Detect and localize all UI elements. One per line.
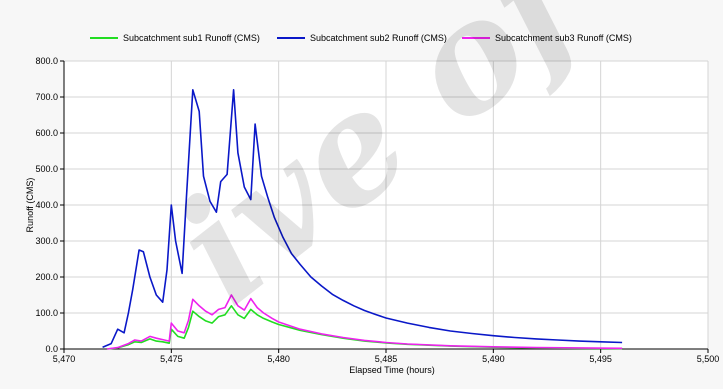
- x-tick-label: 5,480: [267, 354, 290, 364]
- y-tick-label: 700.0: [35, 92, 58, 102]
- x-axis-title: Elapsed Time (hours): [349, 365, 435, 375]
- x-tick-label: 5,470: [53, 354, 76, 364]
- y-tick-label: 100.0: [35, 308, 58, 318]
- x-tick-label: 5,490: [482, 354, 505, 364]
- x-tick-label: 5,500: [697, 354, 720, 364]
- y-tick-label: 600.0: [35, 128, 58, 138]
- legend-label-1: Subcatchment sub1 Runoff (CMS): [123, 33, 260, 43]
- x-tick-label: 5,495: [589, 354, 612, 364]
- x-tick-label: 5,475: [160, 354, 183, 364]
- y-tick-label: 800.0: [35, 56, 58, 66]
- y-tick-label: 400.0: [35, 200, 58, 210]
- x-tick-label: 5,485: [375, 354, 398, 364]
- y-tick-label: 200.0: [35, 272, 58, 282]
- y-tick-label: 500.0: [35, 164, 58, 174]
- y-tick-label: 300.0: [35, 236, 58, 246]
- legend-label-3: Subcatchment sub3 Runoff (CMS): [495, 33, 632, 43]
- y-tick-label: 0.0: [45, 344, 58, 354]
- legend-label-2: Subcatchment sub2 Runoff (CMS): [310, 33, 447, 43]
- y-axis-title: Runoff (CMS): [25, 178, 35, 233]
